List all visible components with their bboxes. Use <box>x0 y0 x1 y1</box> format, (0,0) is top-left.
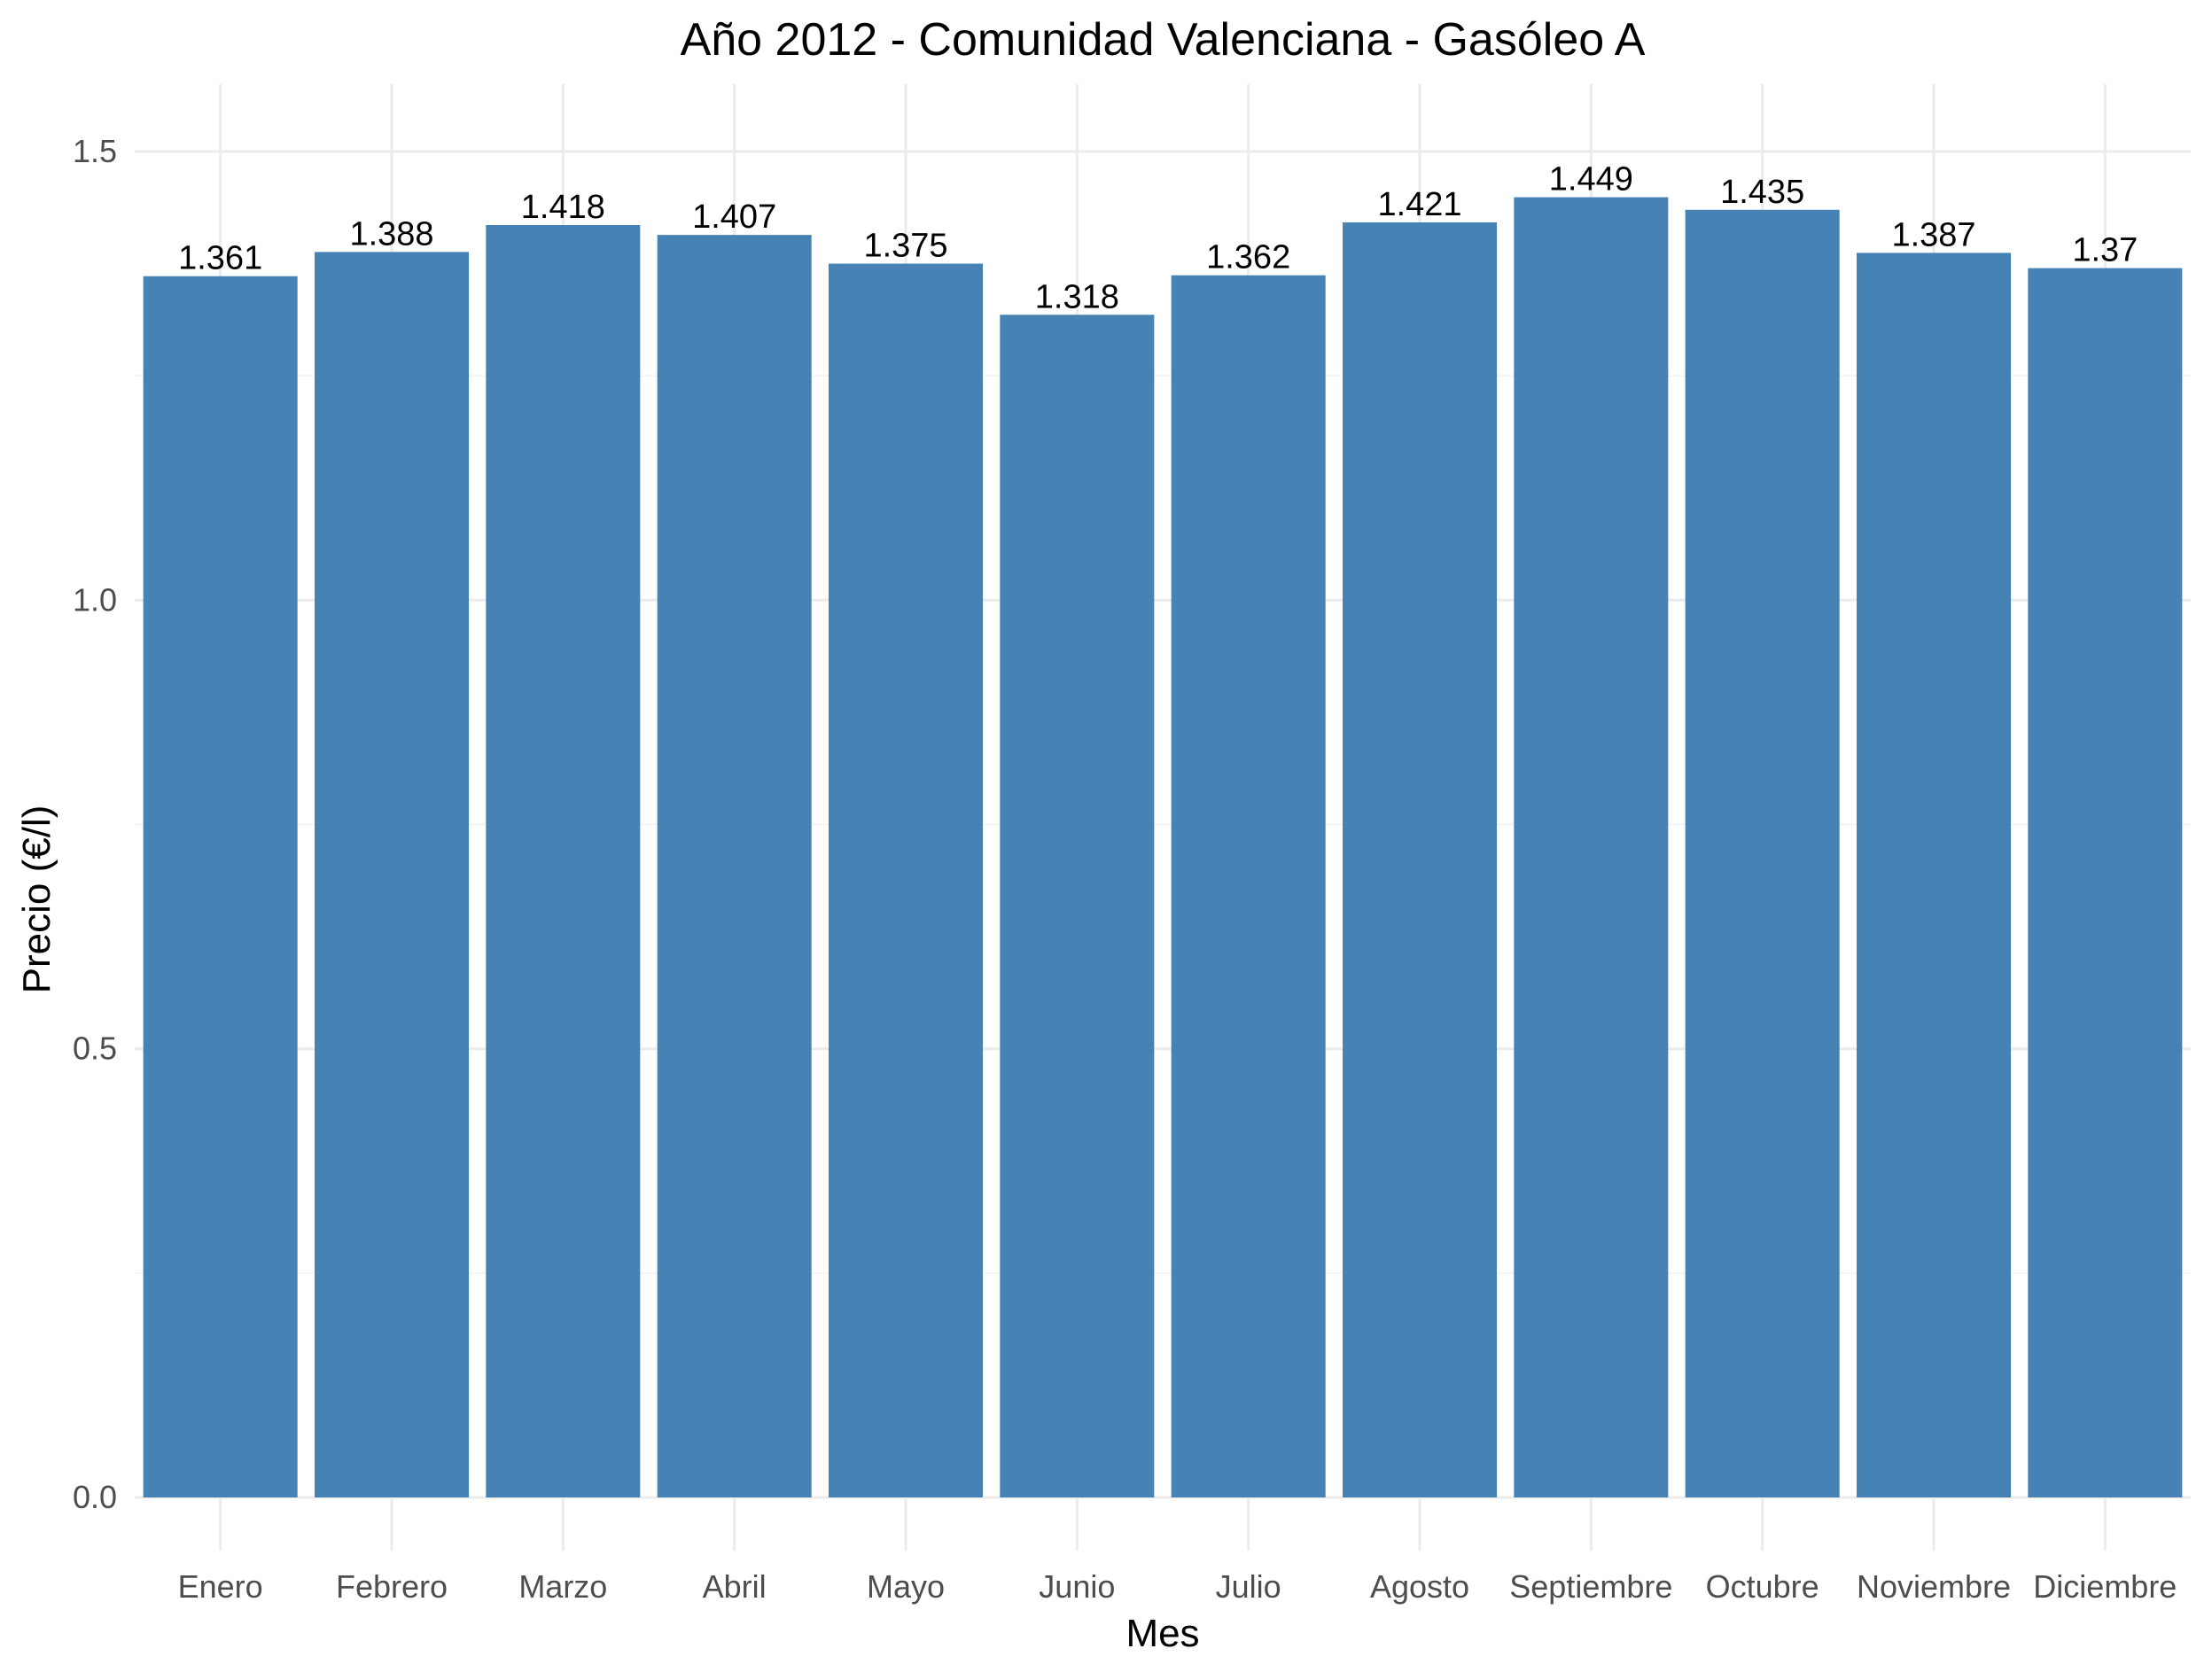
x-tick-label: Marzo <box>518 1568 607 1605</box>
bar-value-label: 1.388 <box>349 215 433 253</box>
bars <box>143 197 2183 1498</box>
bar-value-label: 1.375 <box>863 228 947 265</box>
y-axis-title: Precio (€/l) <box>15 805 58 994</box>
x-tick-label: Diciembre <box>2033 1568 2177 1605</box>
bar-value-label: 1.449 <box>1549 161 1633 198</box>
bar-junio <box>1000 315 1155 1498</box>
x-tick-label: Mayo <box>867 1568 945 1605</box>
x-tick-label: Octubre <box>1706 1568 1819 1605</box>
bar-abril <box>657 235 812 1498</box>
bar-mayo <box>829 263 983 1497</box>
bar-value-label: 1.318 <box>1035 278 1119 315</box>
x-axis-ticks: Enero Febrero Marzo Abril Mayo Junio Julio Agos… <box>178 1568 2177 1605</box>
bar-marzo <box>486 224 641 1497</box>
bar-value-label: 1.387 <box>1891 216 1975 253</box>
x-tick-label: Abril <box>703 1568 767 1605</box>
x-tick-label: Agosto <box>1370 1568 1469 1605</box>
x-tick-label: Febrero <box>336 1568 448 1605</box>
y-axis-ticks: 0.0 0.5 1.0 1.5 <box>73 133 117 1515</box>
bar-octubre <box>1685 209 1840 1497</box>
bar-value-label: 1.407 <box>692 198 776 236</box>
y-tick-label: 0.5 <box>73 1030 117 1067</box>
bar-value-label: 1.421 <box>1377 186 1461 223</box>
bar-julio <box>1171 275 1326 1497</box>
bar-noviembre <box>1857 253 2011 1497</box>
bar-agosto <box>1343 222 1497 1497</box>
bar-enero <box>143 276 298 1497</box>
x-tick-label: Enero <box>178 1568 263 1605</box>
bar-value-label: 1.418 <box>521 189 605 226</box>
x-tick-label: Noviembre <box>1857 1568 2011 1605</box>
y-tick-label: 1.5 <box>73 133 117 169</box>
bar-value-label: 1.362 <box>1206 239 1290 276</box>
bar-value-label: 1.37 <box>2072 232 2138 269</box>
x-tick-label: Septiembre <box>1509 1568 1672 1605</box>
bar-labels: 1.361 1.388 1.418 1.407 1.375 1.318 1.362 1.421… <box>178 161 2138 316</box>
bar-value-label: 1.435 <box>1720 174 1804 211</box>
bar-febrero <box>315 252 469 1497</box>
bar-value-label: 1.361 <box>178 240 262 277</box>
x-tick-label: Junio <box>1039 1568 1115 1605</box>
x-tick-label: Julio <box>1216 1568 1281 1605</box>
bar-diciembre <box>2028 268 2183 1498</box>
y-tick-label: 1.0 <box>73 581 117 618</box>
x-axis-title: Mes <box>1125 1612 1199 1655</box>
chart-title: Año 2012 - Comunidad Valenciana - Gasóle… <box>681 14 1646 66</box>
bar-septiembre <box>1514 197 1669 1498</box>
y-tick-label: 0.0 <box>73 1479 117 1515</box>
